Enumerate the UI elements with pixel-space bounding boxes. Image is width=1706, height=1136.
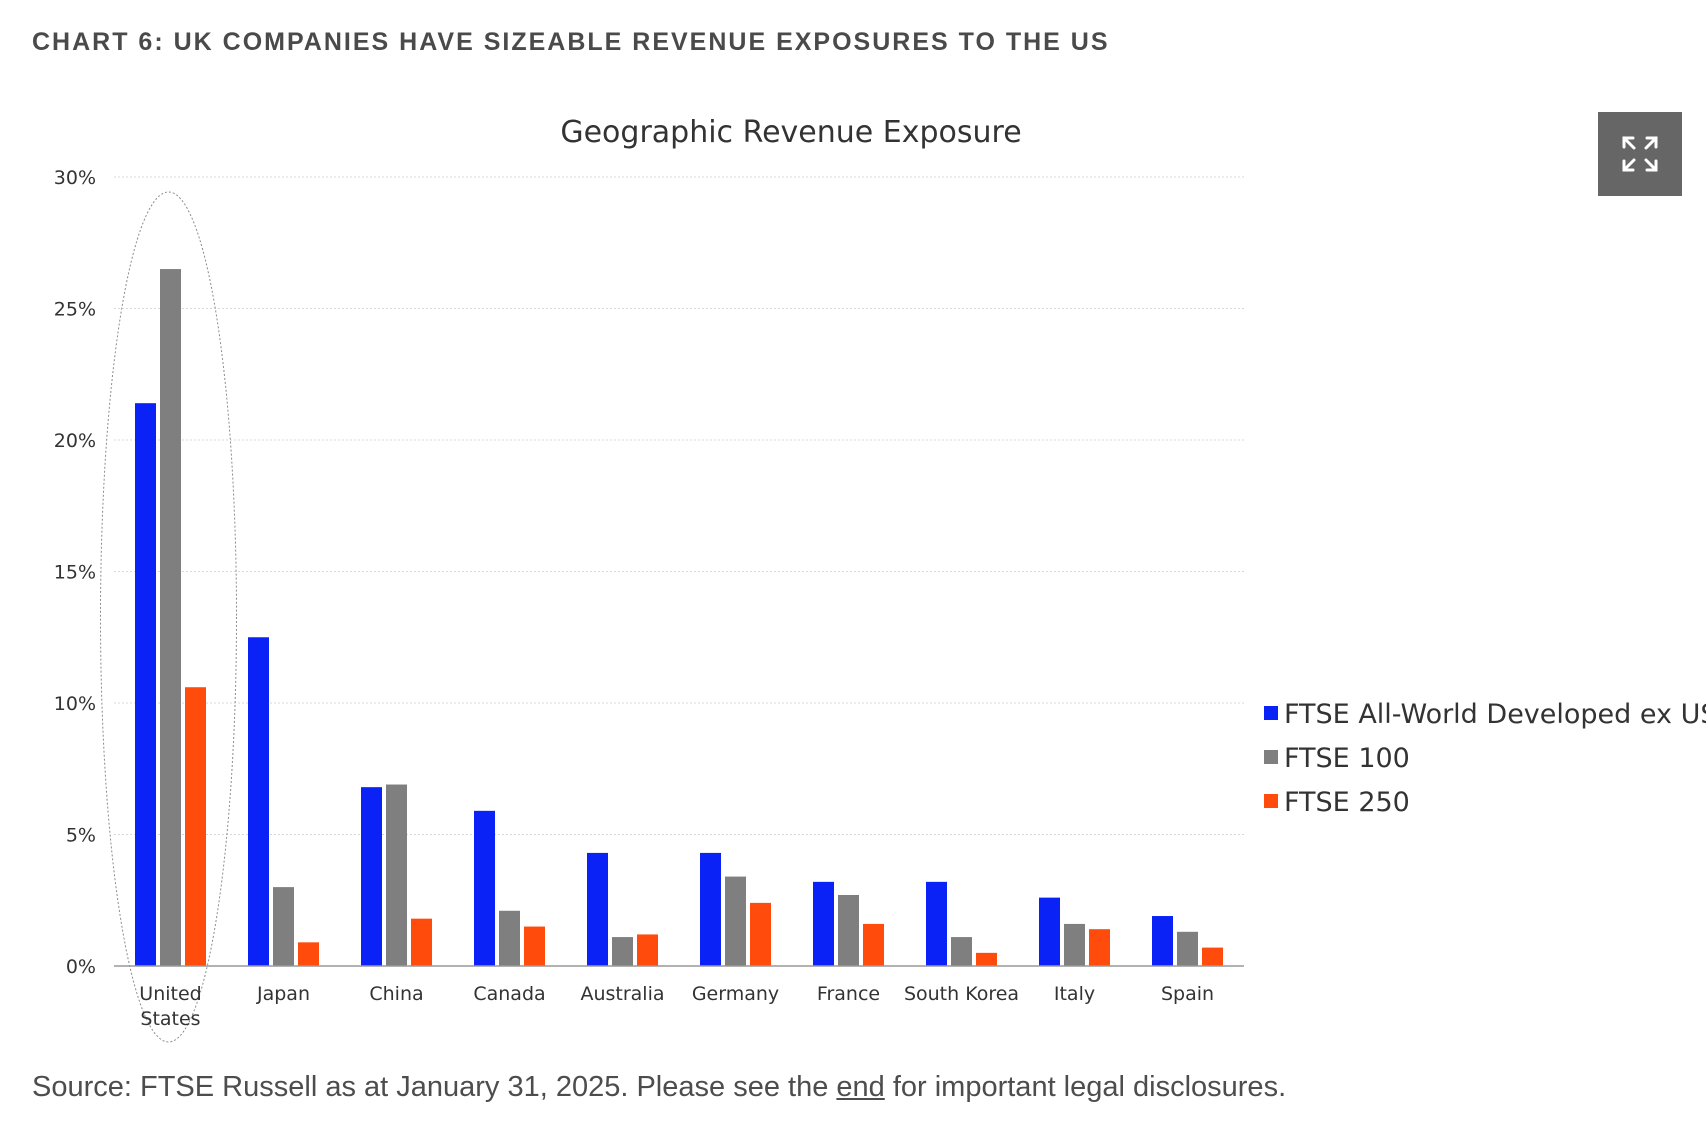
x-tick-label: Italy [1054, 983, 1095, 1005]
bar [474, 810, 495, 966]
bar [1064, 923, 1085, 966]
bar [524, 926, 545, 966]
legend-swatch [1264, 750, 1278, 764]
legend-label: FTSE 100 [1284, 743, 1410, 774]
x-tick-label: United [139, 983, 201, 1005]
bar [1152, 916, 1173, 966]
x-tick-label: Germany [692, 983, 779, 1005]
x-tick-label: Japan [256, 983, 310, 1005]
bar [976, 952, 997, 966]
y-tick-label: 15% [54, 562, 96, 584]
bar [838, 894, 859, 966]
expand-button[interactable] [1598, 112, 1682, 196]
source-suffix: for important legal disclosures. [884, 1071, 1287, 1103]
bar [411, 918, 432, 966]
bar [298, 942, 319, 966]
legend-label: FTSE 250 [1284, 787, 1410, 818]
highlight-ellipse [100, 191, 237, 1043]
bar [248, 637, 269, 966]
x-tick-label: Canada [473, 983, 545, 1005]
bar [1202, 947, 1223, 966]
source-note: Source: FTSE Russell as at January 31, 2… [32, 1071, 1286, 1104]
bar [700, 852, 721, 966]
bar [863, 923, 884, 966]
y-tick-label: 20% [54, 430, 96, 452]
y-tick-label: 30% [54, 167, 96, 189]
bar [637, 934, 658, 966]
bar [1089, 929, 1110, 966]
source-text: Source: FTSE Russell as at January 31, 2… [32, 1071, 837, 1103]
bar [185, 687, 206, 966]
y-tick-label: 10% [54, 693, 96, 715]
bar [813, 881, 834, 966]
x-tick-label: China [369, 983, 423, 1005]
x-tick-label: Spain [1161, 983, 1214, 1005]
y-tick-label: 25% [54, 299, 96, 321]
bar [926, 881, 947, 966]
chart-heading: CHART 6: UK COMPANIES HAVE SIZEABLE REVE… [32, 28, 1110, 56]
y-tick-label: 5% [66, 825, 96, 847]
x-tick-label: Australia [580, 983, 664, 1005]
bar [135, 403, 156, 966]
legend-label: FTSE All-World Developed ex US [1284, 699, 1706, 730]
bar [612, 937, 633, 966]
x-tick-label: France [817, 983, 880, 1005]
x-tick-label: States [140, 1008, 200, 1030]
bar [951, 937, 972, 966]
bar [1039, 897, 1060, 966]
bar [273, 887, 294, 966]
bar [386, 784, 407, 966]
bar [750, 902, 771, 966]
bar [499, 910, 520, 966]
expand-icon [1622, 136, 1658, 172]
x-tick-label: South Korea [904, 983, 1019, 1005]
legend-swatch [1264, 706, 1278, 720]
chart-title: Geographic Revenue Exposure [560, 115, 1021, 150]
end-link[interactable]: end [836, 1071, 885, 1103]
bar [1177, 931, 1198, 966]
bar [725, 876, 746, 966]
legend-swatch [1264, 794, 1278, 808]
bar-chart: 0% 5% 10% 15% 20% 25% 30% United States Japan Chin… [54, 115, 1706, 1043]
y-tick-label: 0% [66, 956, 96, 978]
bar [587, 852, 608, 966]
bar [361, 787, 382, 966]
bar [160, 269, 181, 966]
